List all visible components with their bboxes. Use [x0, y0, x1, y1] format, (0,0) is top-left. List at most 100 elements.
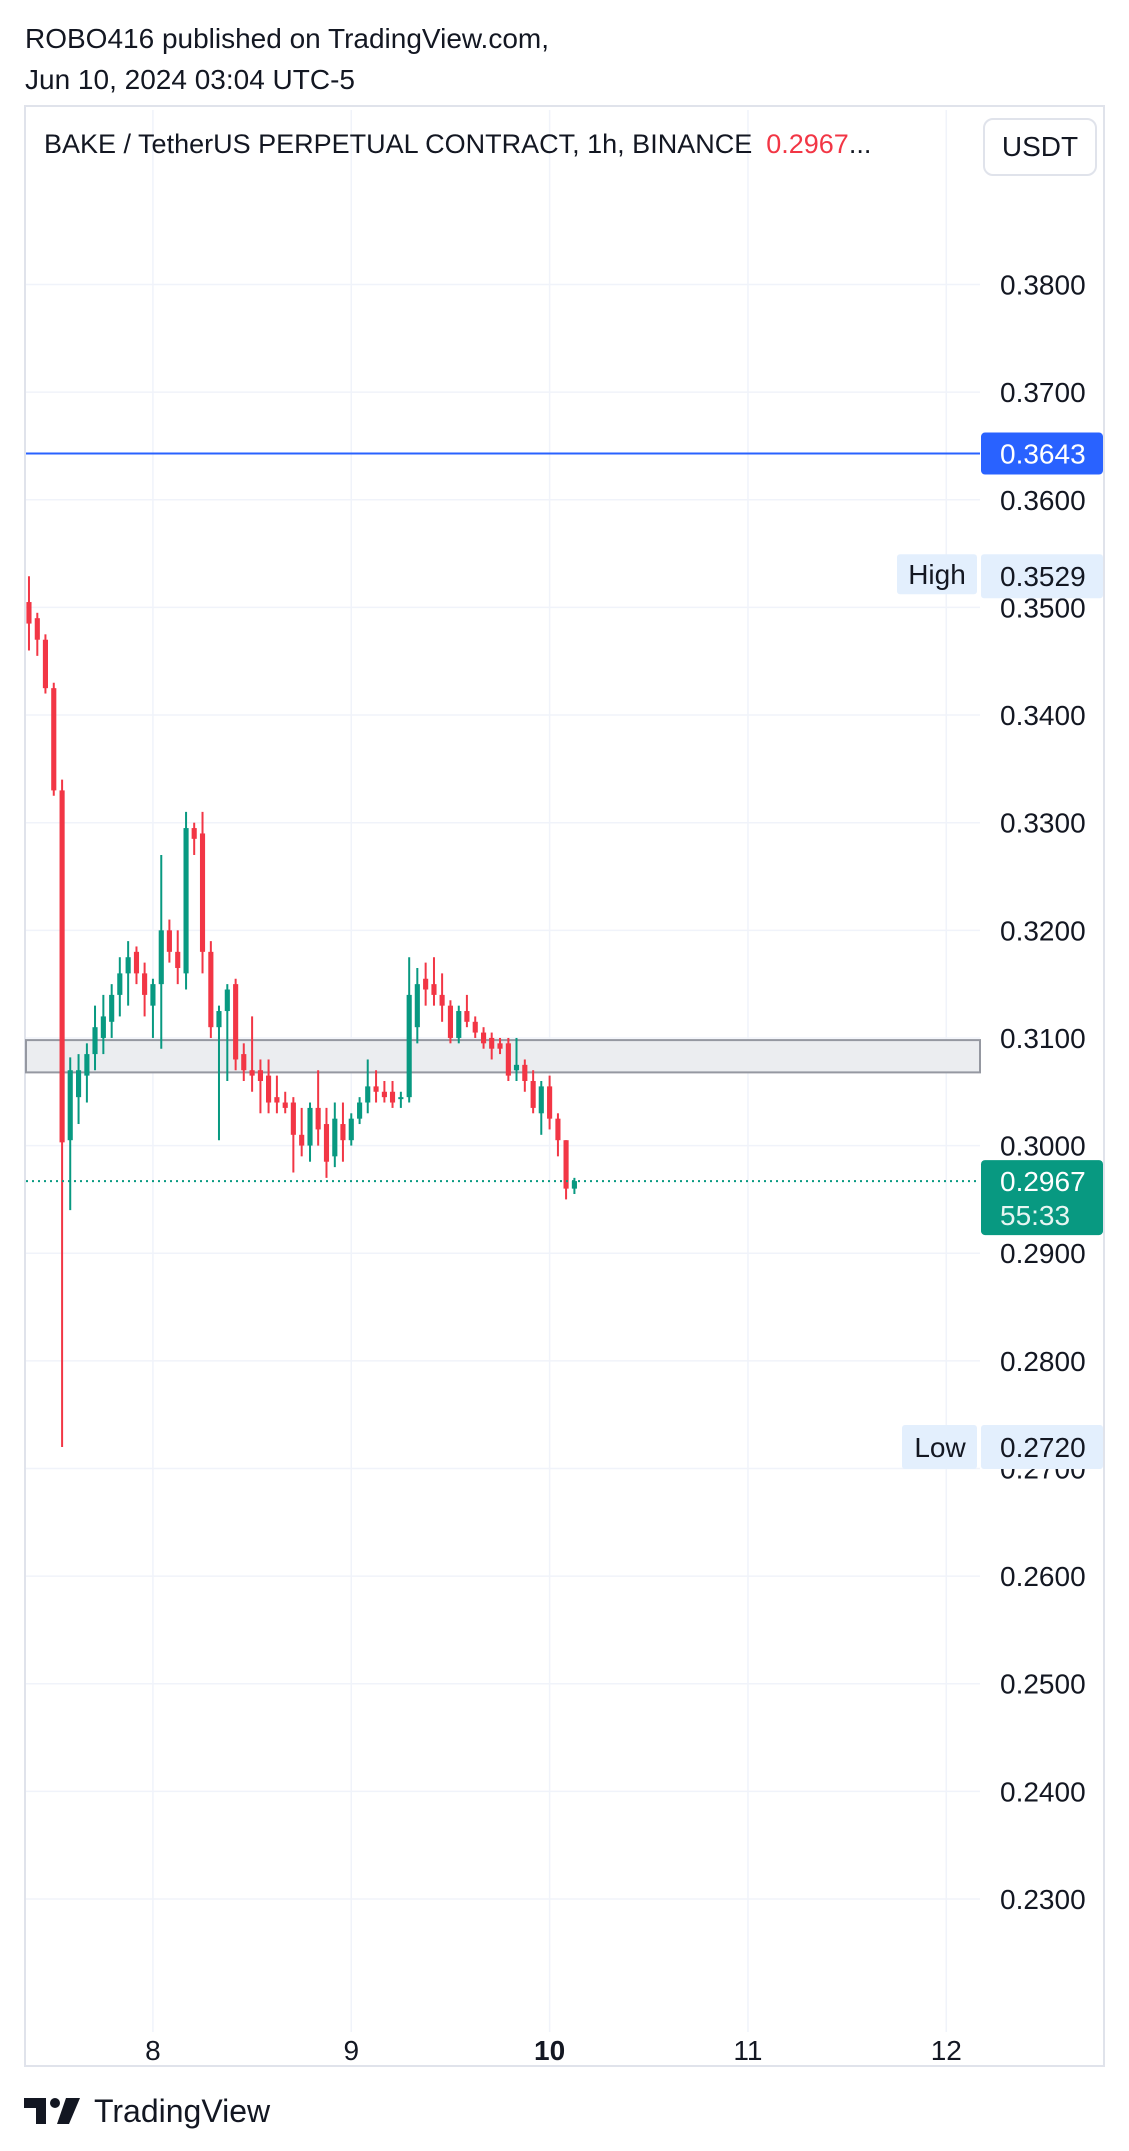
price-tick-label: 0.3700 — [1000, 377, 1086, 408]
candle-down — [315, 1107, 321, 1130]
candle-up — [183, 828, 189, 974]
price-tick-label: 0.2600 — [1000, 1561, 1086, 1592]
candle-down — [439, 994, 445, 1006]
publisher-line: ROBO416 published on TradingView.com, — [25, 23, 550, 54]
low-label: Low — [914, 1432, 966, 1463]
last-price-label-bg — [981, 1160, 1103, 1236]
candle-down — [199, 833, 206, 952]
time-tick-label: 10 — [534, 2035, 565, 2066]
candle-down — [555, 1118, 561, 1141]
candle-down — [472, 1021, 478, 1033]
candle-down — [547, 1086, 553, 1119]
candle-down — [133, 951, 140, 974]
candle-up — [406, 994, 412, 1098]
candle-up — [307, 1107, 313, 1146]
candle-down — [423, 978, 429, 990]
price-tick-label: 0.3000 — [1000, 1131, 1086, 1162]
candle-down — [447, 1005, 454, 1038]
candle-down — [464, 1011, 470, 1022]
high-label-bg — [897, 554, 977, 595]
high-value-bg — [981, 554, 1103, 599]
brand-name: TradingView — [94, 2092, 271, 2129]
candle-up — [224, 989, 230, 1012]
candle-down — [381, 1091, 387, 1098]
low-value: 0.2720 — [1000, 1432, 1086, 1463]
candle-down — [290, 1102, 296, 1135]
candle-down — [481, 1032, 487, 1044]
candle-down — [489, 1037, 495, 1049]
candle-down — [42, 639, 48, 689]
candle-down — [282, 1102, 288, 1108]
candle-down — [431, 984, 437, 995]
price-tick-label: 0.3400 — [1000, 700, 1086, 731]
candle-up — [92, 1027, 98, 1055]
time-tick-label: 11 — [733, 2035, 762, 2066]
legend-ellipsis: ... — [848, 129, 872, 159]
candle-down — [241, 1054, 247, 1071]
candle-down — [373, 1086, 379, 1092]
candle-down — [249, 1070, 255, 1076]
candle-up — [117, 973, 123, 995]
chart-frame — [24, 105, 1105, 2067]
price-zone — [25, 1039, 981, 1074]
candle-down — [208, 951, 214, 1028]
candle-down — [522, 1064, 528, 1081]
candle-up — [365, 1086, 371, 1103]
blue-line-price: 0.3643 — [1000, 439, 1086, 470]
candle-down — [142, 973, 148, 995]
candle-down — [340, 1124, 346, 1141]
last-price-legend: 0.2967 — [766, 129, 849, 159]
price-tick-label: 0.2300 — [1000, 1884, 1086, 1915]
footer-brand[interactable]: TradingView — [24, 2090, 270, 2132]
candle-down — [274, 1097, 280, 1103]
last-price-value: 0.2967 — [1000, 1166, 1086, 1197]
candle-up — [348, 1118, 354, 1141]
high-value: 0.3529 — [1000, 561, 1086, 592]
candle-up — [538, 1086, 544, 1114]
price-tick-label: 0.3300 — [1000, 808, 1086, 839]
symbol-description: BAKE / TetherUS PERPETUAL CONTRACT, 1h, … — [44, 129, 753, 159]
price-tick-label: 0.3200 — [1000, 915, 1086, 946]
candle-down — [175, 951, 181, 968]
candle-up — [513, 1064, 520, 1071]
candle-up — [216, 1011, 222, 1028]
candle-up — [100, 1016, 106, 1038]
candle-up — [414, 984, 420, 1028]
candle-down — [233, 984, 239, 1060]
chart-title[interactable]: BAKE / TetherUS PERPETUAL CONTRACT, 1h, … — [44, 124, 871, 164]
price-tick-label: 0.3100 — [1000, 1023, 1086, 1054]
price-tick-label: 0.3800 — [1000, 270, 1086, 301]
candle-up — [125, 957, 131, 974]
candle-down — [266, 1075, 272, 1103]
candle-down — [26, 602, 32, 624]
time-tick-label: 9 — [343, 2035, 359, 2066]
bar-countdown: 55:33 — [1000, 1200, 1070, 1231]
time-axis[interactable]: 8 9 10 11 12 — [145, 2035, 962, 2066]
currency-unit-button[interactable]: USDT — [983, 118, 1097, 176]
candles — [26, 576, 577, 1447]
candle-down — [59, 790, 65, 1143]
candle-down — [530, 1081, 536, 1108]
low-value-bg — [981, 1424, 1103, 1469]
price-axis[interactable]: 0.38000.37000.36000.35000.34000.33000.32… — [1000, 270, 1086, 1915]
support-zone-rect — [25, 1039, 981, 1074]
high-label: High — [908, 559, 966, 590]
candle-up — [332, 1118, 338, 1157]
candle-down — [505, 1043, 511, 1076]
candle-down — [497, 1043, 503, 1049]
candle-down — [166, 930, 172, 952]
price-tick-label: 0.2800 — [1000, 1346, 1086, 1377]
price-tick-label: 0.2900 — [1000, 1238, 1086, 1269]
candle-down — [34, 618, 40, 640]
publisher-info: ROBO416 published on TradingView.com, Ju… — [25, 18, 549, 100]
candle-up — [456, 1011, 462, 1038]
low-label-bg — [902, 1424, 977, 1469]
candle-down — [389, 1091, 396, 1103]
candle-up — [67, 1070, 73, 1141]
tradingview-logo-icon — [24, 2098, 80, 2124]
price-tick-label: 0.3600 — [1000, 485, 1086, 516]
candle-up — [357, 1102, 363, 1119]
candle-down — [191, 828, 197, 839]
